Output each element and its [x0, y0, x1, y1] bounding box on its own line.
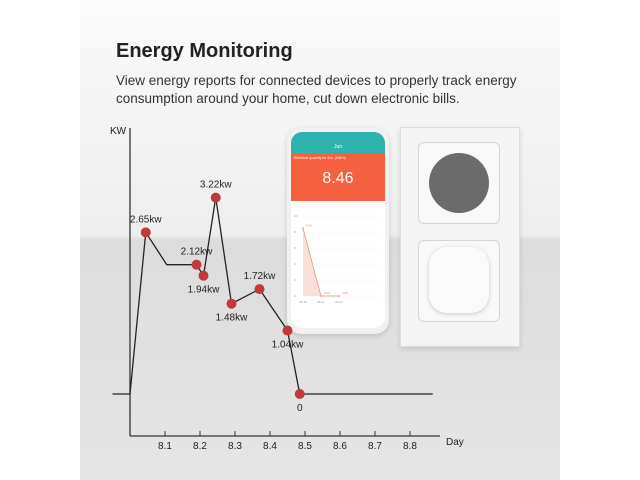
mini-y-tick: 8 — [294, 230, 296, 234]
mini-point — [319, 294, 323, 298]
page-title: Energy Monitoring — [116, 40, 293, 62]
smart-plug — [429, 247, 489, 313]
x-tick-label: 8.4 — [263, 441, 277, 452]
mini-point — [301, 227, 305, 230]
series-line — [112, 197, 433, 395]
mini-value-label: 0.00 — [342, 291, 348, 295]
phone-mockup: Jun Electrical quantity for Jun. (KW.h) … — [287, 128, 389, 334]
mini-x-tick: 06-10 — [299, 300, 307, 304]
data-point — [191, 259, 202, 270]
phone-summary: Electrical quantity for Jun. (KW.h) 8.46 — [291, 154, 385, 201]
phone-mini-chart: 0 2 4 6 8 10 8.46 06-10 0.00 06-11 0.00 06-12 — [294, 214, 381, 304]
mini-y-tick: 0 — [294, 294, 296, 298]
data-point — [198, 270, 209, 281]
data-label: 0 — [297, 403, 303, 414]
x-tick-label: 8.3 — [228, 441, 242, 452]
data-point — [294, 389, 305, 399]
data-label: 1.72kw — [244, 271, 276, 282]
x-tick-label: 8.8 — [403, 441, 417, 452]
phone-nav-title: Jun — [333, 144, 343, 150]
data-label: 1.04kw — [272, 340, 304, 351]
x-tick-label: 8.1 — [158, 441, 172, 452]
phone-header: Jun — [291, 132, 385, 154]
page-subtitle: View energy reports for connected device… — [116, 73, 517, 106]
phone-summary-value: 8.46 — [322, 170, 354, 187]
x-tick-label: 8.6 — [333, 441, 347, 452]
mini-x-tick: 06-12 — [335, 300, 343, 304]
mini-x-tick: 06-11 — [317, 300, 325, 304]
y-axis-label: KW — [110, 126, 127, 137]
x-tick-label: 8.5 — [298, 441, 312, 452]
data-label: 2.65kw — [130, 214, 162, 225]
phone-screen: Jun Electrical quantity for Jun. (KW.h) … — [291, 132, 385, 328]
mini-y-tick: 6 — [294, 246, 296, 250]
data-point — [140, 227, 151, 238]
mini-y-tick: 4 — [294, 262, 296, 266]
mini-point — [337, 294, 341, 298]
socket-outlet-bottom — [418, 240, 500, 322]
data-point — [226, 298, 237, 309]
data-point — [210, 192, 221, 203]
socket-hole — [429, 153, 489, 213]
mini-value-label: 0.00 — [324, 291, 330, 295]
data-label: 2.12kw — [181, 247, 213, 258]
x-tick-label: 8.7 — [368, 441, 382, 452]
x-tick-label: 8.2 — [193, 441, 207, 452]
data-point — [282, 325, 293, 336]
data-label: 1.94kw — [188, 285, 220, 296]
data-point — [254, 284, 265, 295]
data-label: 1.48kw — [216, 313, 248, 324]
mini-y-tick: 10 — [294, 214, 298, 218]
x-axis-label: Day — [446, 437, 464, 448]
mini-value-label: 8.46 — [306, 223, 312, 227]
mini-y-tick: 2 — [294, 278, 296, 282]
socket-outlet-top — [418, 142, 500, 224]
data-label: 3.22kw — [200, 180, 232, 191]
phone-summary-label: Electrical quantity for Jun. (KW.h) — [294, 156, 346, 160]
